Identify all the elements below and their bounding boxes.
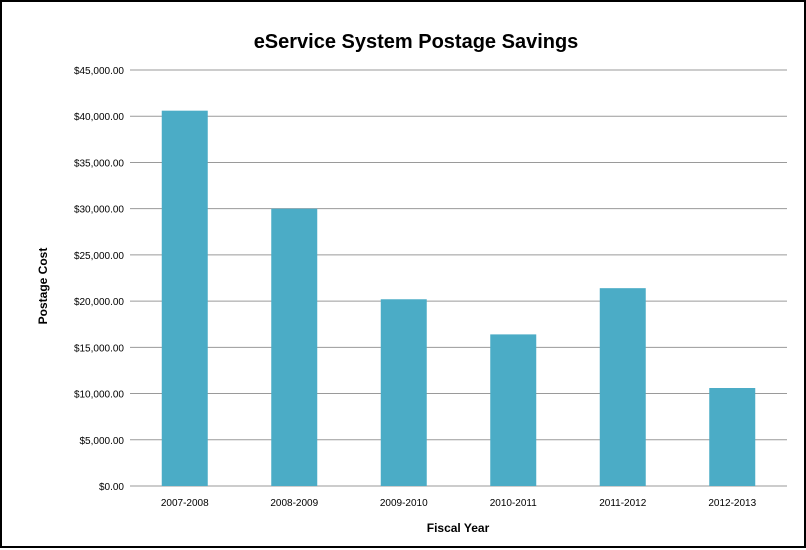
bar-2008-2009 xyxy=(271,208,318,486)
x-tick-label: 2012-2013 xyxy=(708,498,756,509)
y-tick-label: $15,000.00 xyxy=(74,343,124,354)
y-tick-label: $5,000.00 xyxy=(80,436,125,447)
bar-2009-2010 xyxy=(380,299,427,486)
x-tick-label: 2007-2008 xyxy=(161,498,209,509)
y-tick-label: $30,000.00 xyxy=(74,205,124,216)
y-tick-label: $20,000.00 xyxy=(74,297,124,308)
y-tick-label: $40,000.00 xyxy=(74,112,124,123)
x-tick-label: 2010-2011 xyxy=(490,498,538,509)
x-tick-label: 2008-2009 xyxy=(270,498,318,509)
bars xyxy=(161,110,756,487)
gridlines xyxy=(130,69,787,487)
bar-2010-2011 xyxy=(490,334,537,486)
y-axis-title: Postage Cost xyxy=(36,248,50,325)
y-tick-label: $35,000.00 xyxy=(74,158,124,169)
bar-2012-2013 xyxy=(709,388,756,486)
x-tick-label: 2009-2010 xyxy=(380,498,428,509)
y-axis-tick-labels: $0.00 $5,000.00 $10,000.00 $15,000.00 $20,00… xyxy=(74,66,124,493)
chart-title: eService System Postage Savings xyxy=(254,31,579,53)
x-axis-title: Fiscal Year xyxy=(427,521,490,535)
bar-2007-2008 xyxy=(161,110,208,487)
x-tick-label: 2011-2012 xyxy=(599,498,647,509)
y-tick-label: $25,000.00 xyxy=(74,251,124,262)
x-axis-tick-labels: 2007-2008 2008-2009 2009-2010 2010-2011 2011… xyxy=(161,498,757,509)
y-tick-label: $45,000.00 xyxy=(74,66,124,77)
bar-2011-2012 xyxy=(599,288,646,486)
y-tick-label: $0.00 xyxy=(99,482,124,493)
y-tick-label: $10,000.00 xyxy=(74,390,124,401)
